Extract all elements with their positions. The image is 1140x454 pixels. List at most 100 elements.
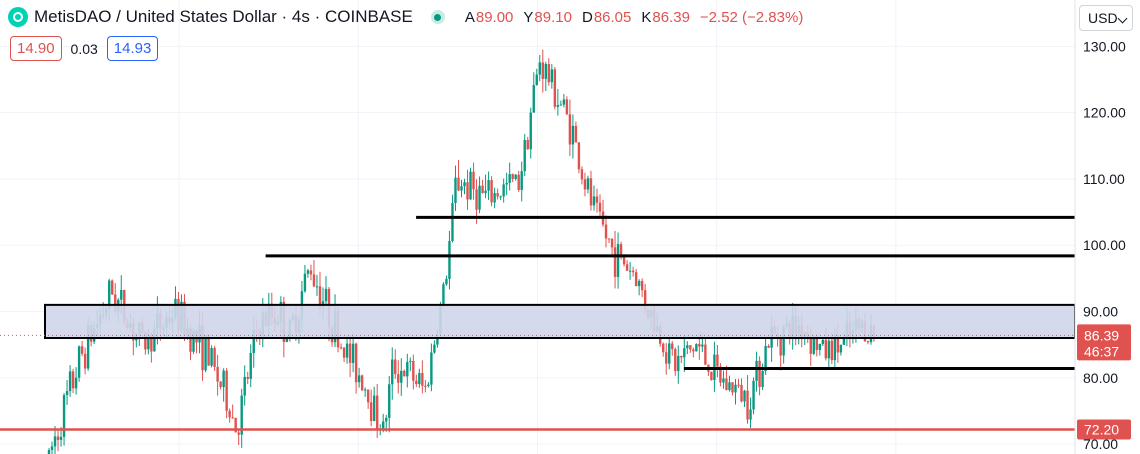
candle-body[interactable] (86, 324, 90, 369)
candle-body[interactable] (598, 202, 602, 212)
candle-body[interactable] (454, 177, 457, 204)
candle-body[interactable] (571, 125, 575, 145)
candle-body[interactable] (144, 332, 147, 350)
candle-body[interactable] (466, 182, 469, 200)
candle-body[interactable] (240, 395, 243, 435)
candle-body[interactable] (442, 284, 445, 305)
candle-body[interactable] (400, 370, 403, 383)
candle-body[interactable] (150, 333, 153, 352)
candle-body[interactable] (50, 446, 54, 450)
candle-body[interactable] (830, 340, 834, 361)
candle-body[interactable] (249, 353, 252, 379)
candle-body[interactable] (460, 186, 463, 191)
candle-body[interactable] (68, 371, 72, 392)
candle-body[interactable] (698, 344, 701, 347)
candle-body[interactable] (833, 335, 837, 361)
candle-body[interactable] (360, 375, 364, 391)
candle-body[interactable] (192, 330, 195, 352)
candle-body[interactable] (526, 140, 529, 150)
candle-body[interactable] (815, 337, 818, 350)
candle-body[interactable] (231, 417, 234, 419)
candle-body[interactable] (243, 376, 246, 396)
candle-body[interactable] (671, 343, 674, 350)
candle-body[interactable] (568, 114, 572, 145)
candle-body[interactable] (607, 238, 611, 240)
candle-body[interactable] (668, 343, 671, 364)
chart-overlays[interactable] (0, 215, 1076, 431)
candle-body[interactable] (764, 345, 767, 371)
candle-body[interactable] (475, 189, 478, 210)
candles[interactable] (47, 49, 876, 454)
candle-body[interactable] (478, 185, 481, 210)
price-axis[interactable]: 70.00 80.00 90.00 100.00 110.00 120.00 130.00 7… (1074, 0, 1140, 454)
candle-body[interactable] (502, 184, 505, 197)
candle-body[interactable] (541, 62, 544, 79)
candle-body[interactable] (345, 343, 349, 358)
candle-body[interactable] (665, 352, 668, 364)
candle-body[interactable] (631, 270, 635, 273)
candle-body[interactable] (457, 177, 460, 191)
candle-body[interactable] (397, 374, 400, 383)
candle-body[interactable] (147, 333, 150, 350)
candle-body[interactable] (354, 343, 358, 383)
candle-body[interactable] (586, 178, 590, 190)
candle-body[interactable] (363, 389, 367, 391)
candle-body[interactable] (710, 371, 713, 381)
candle-body[interactable] (613, 247, 617, 277)
candle-body[interactable] (640, 280, 644, 291)
candle-body[interactable] (339, 347, 343, 349)
candle-body[interactable] (351, 343, 355, 363)
candle-body[interactable] (595, 196, 599, 203)
candle-body[interactable] (758, 360, 761, 388)
candle-body[interactable] (496, 193, 499, 197)
candle-body[interactable] (53, 436, 57, 447)
candle-body[interactable] (391, 359, 394, 385)
candle-body[interactable] (228, 410, 231, 418)
candle-body[interactable] (866, 341, 870, 343)
currency-select[interactable]: USD (1079, 5, 1133, 31)
candle-body[interactable] (839, 344, 843, 353)
candle-body[interactable] (619, 244, 623, 255)
candle-body[interactable] (234, 417, 237, 433)
support-zone[interactable] (44, 303, 1076, 340)
candle-body[interactable] (484, 190, 487, 194)
candle-body[interactable] (821, 339, 825, 344)
candle-body[interactable] (610, 238, 614, 248)
candle-body[interactable] (237, 432, 240, 435)
candle-body[interactable] (372, 395, 376, 422)
candle-body[interactable] (520, 171, 523, 190)
candle-body[interactable] (824, 339, 828, 359)
candle-body[interactable] (743, 390, 746, 402)
candle-body[interactable] (216, 366, 219, 382)
candle-body[interactable] (71, 371, 75, 389)
candle-body[interactable] (517, 174, 520, 190)
candle-body[interactable] (508, 174, 511, 183)
candle-body[interactable] (56, 436, 60, 440)
candle-body[interactable] (469, 171, 472, 200)
candle-body[interactable] (505, 182, 508, 185)
candle-body[interactable] (616, 244, 620, 277)
candle-body[interactable] (628, 270, 632, 272)
candle-body[interactable] (749, 409, 752, 420)
candle-body[interactable] (755, 360, 758, 381)
candle-body[interactable] (836, 335, 840, 353)
candle-body[interactable] (153, 328, 156, 352)
candle-body[interactable] (369, 402, 373, 422)
candle-body[interactable] (523, 140, 526, 172)
candle-body[interactable] (366, 389, 370, 403)
candle-body[interactable] (716, 354, 719, 367)
candle-body[interactable] (285, 338, 289, 342)
candle-body[interactable] (731, 382, 734, 393)
candle-body[interactable] (427, 384, 430, 387)
candle-body[interactable] (719, 366, 722, 383)
candle-body[interactable] (306, 270, 310, 274)
candle-body[interactable] (312, 274, 316, 287)
candle-body[interactable] (574, 125, 578, 143)
candle-body[interactable] (207, 334, 210, 366)
candle-body[interactable] (463, 182, 466, 187)
candle-body[interactable] (421, 373, 424, 386)
candle-body[interactable] (740, 384, 743, 402)
candle-body[interactable] (385, 417, 388, 422)
candle-body[interactable] (342, 347, 346, 358)
candle-body[interactable] (189, 328, 192, 352)
